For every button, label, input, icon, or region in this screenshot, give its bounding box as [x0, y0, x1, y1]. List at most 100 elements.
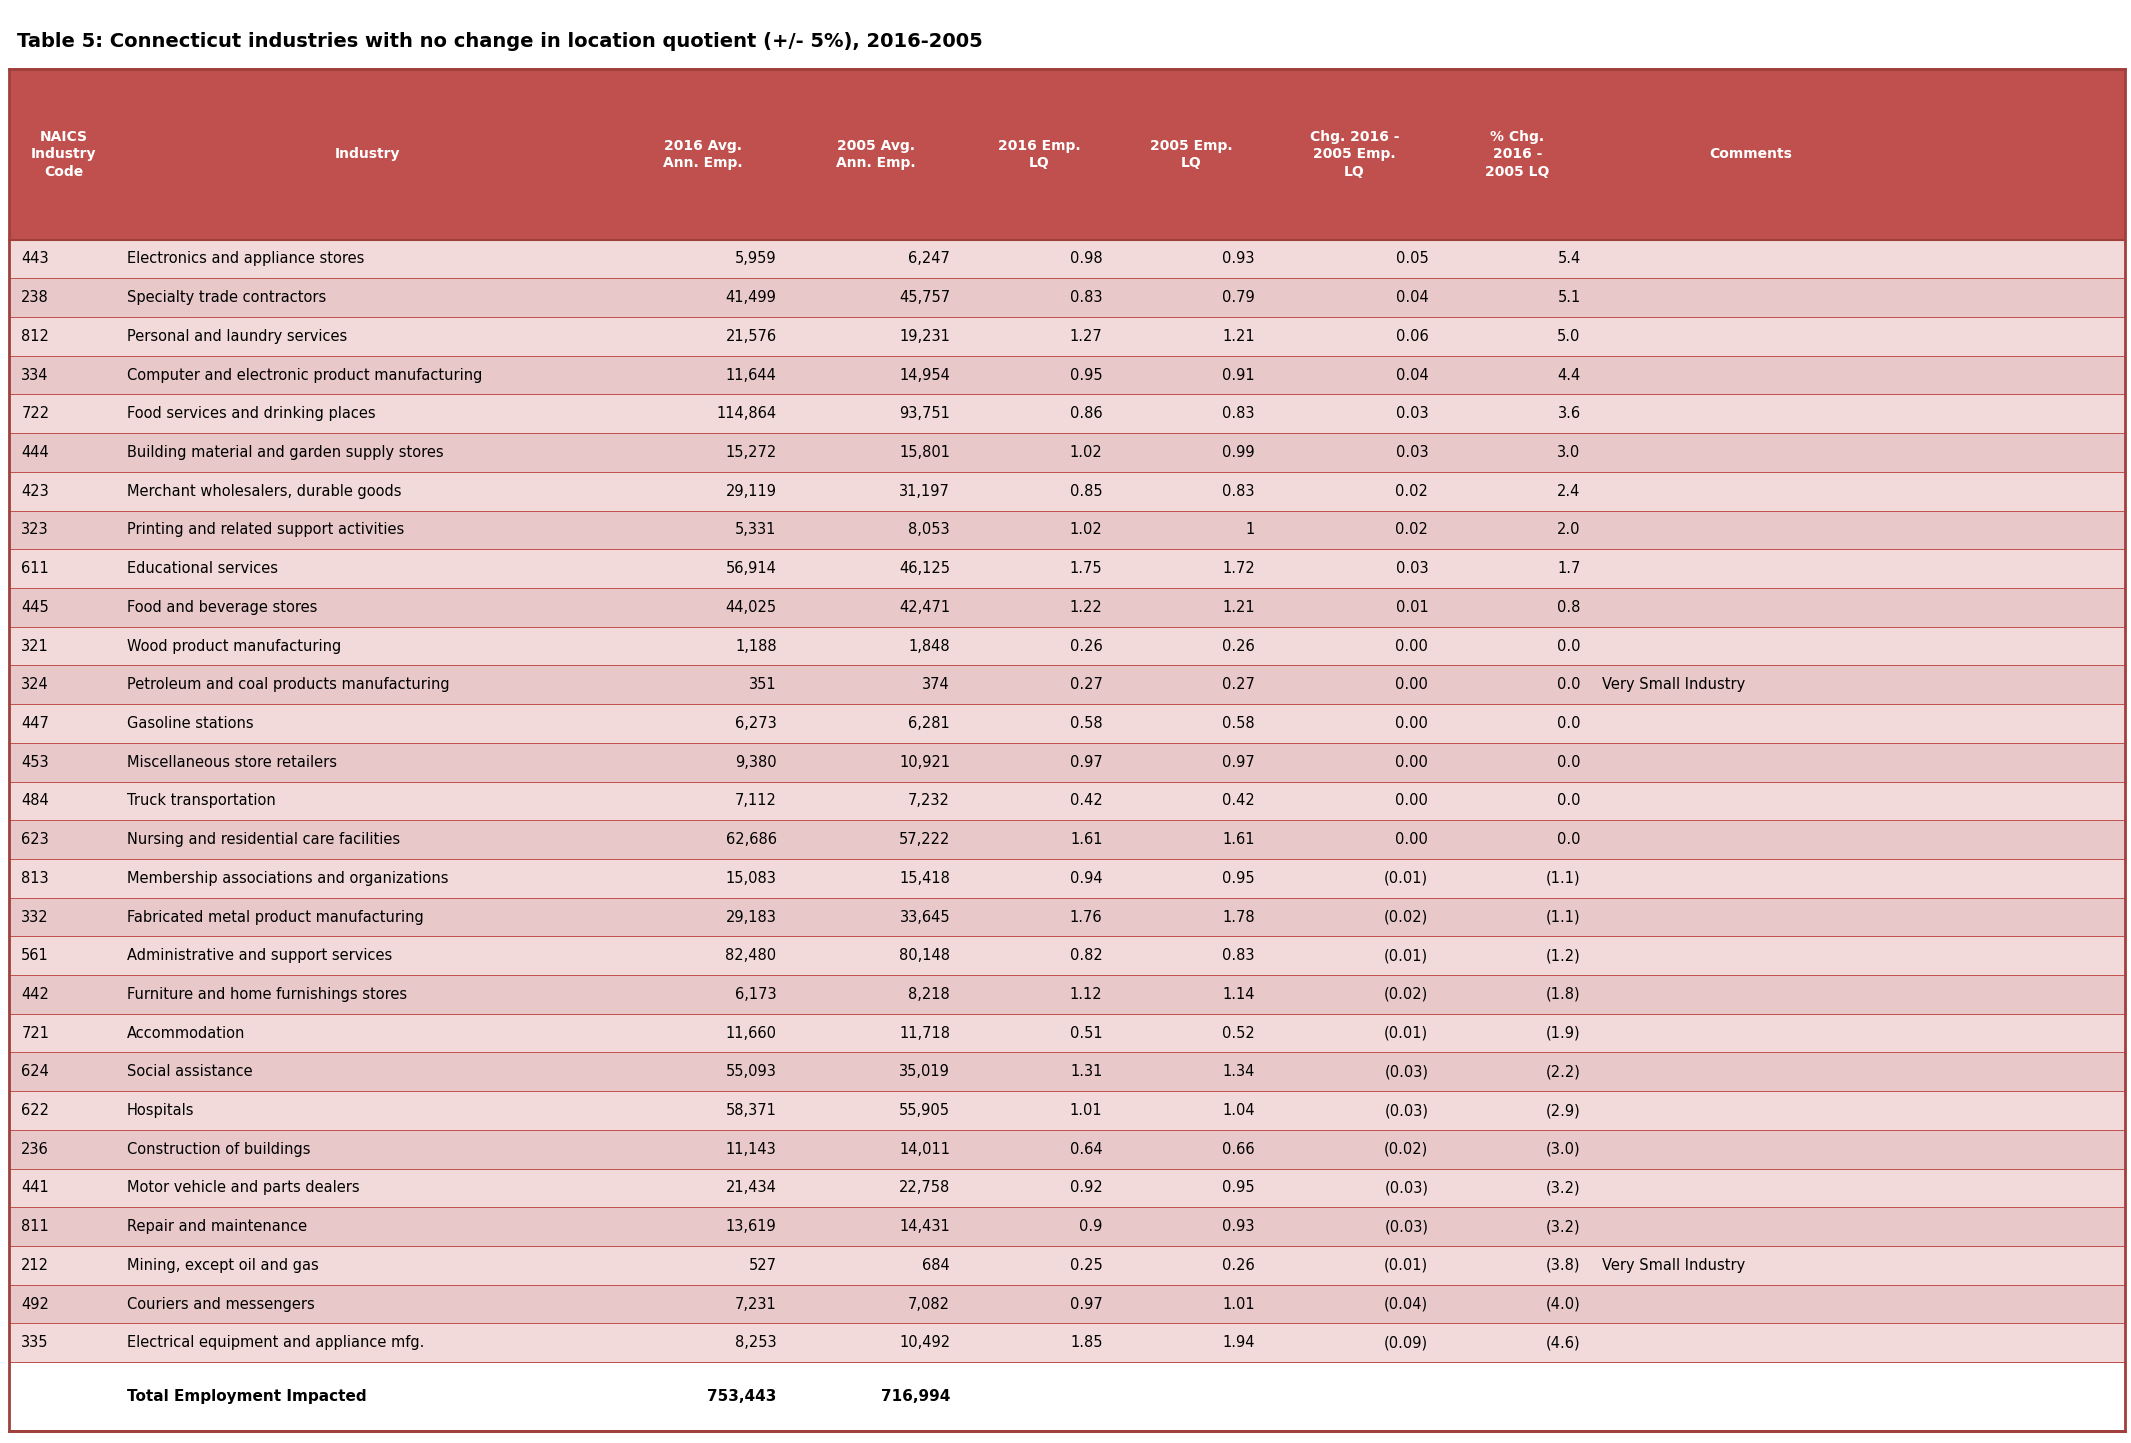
Text: 0.00: 0.00	[1396, 638, 1428, 654]
Text: Petroleum and coal products manufacturing: Petroleum and coal products manufacturin…	[128, 677, 450, 693]
Bar	[9, 937, 2125, 975]
Text: 6,281: 6,281	[908, 716, 950, 732]
Text: 114,864: 114,864	[716, 407, 776, 421]
Text: 722: 722	[21, 407, 49, 421]
Text: 3.6: 3.6	[1558, 407, 1581, 421]
Text: Printing and related support activities: Printing and related support activities	[128, 522, 405, 537]
Text: 10,921: 10,921	[899, 755, 950, 769]
Bar	[9, 859, 2125, 898]
Text: 1.7: 1.7	[1558, 561, 1581, 576]
Bar	[9, 782, 2125, 820]
Text: 45,757: 45,757	[899, 290, 950, 304]
Text: 0.02: 0.02	[1396, 522, 1428, 537]
Text: 1.34: 1.34	[1223, 1065, 1255, 1079]
Text: 11,143: 11,143	[727, 1141, 776, 1157]
Text: 0.03: 0.03	[1396, 561, 1428, 576]
Text: 0.9: 0.9	[1078, 1219, 1102, 1234]
Text: 324: 324	[21, 677, 49, 693]
Text: 5.4: 5.4	[1558, 251, 1581, 267]
Bar	[9, 278, 2125, 317]
Text: 0.0: 0.0	[1558, 638, 1581, 654]
Text: (1.1): (1.1)	[1547, 909, 1581, 925]
Text: 15,418: 15,418	[899, 870, 950, 886]
Bar	[9, 355, 2125, 394]
Text: 56,914: 56,914	[727, 561, 776, 576]
Text: (0.03): (0.03)	[1385, 1065, 1428, 1079]
Text: 0.26: 0.26	[1221, 1258, 1255, 1273]
Text: 1.21: 1.21	[1223, 600, 1255, 615]
Text: 8,253: 8,253	[735, 1335, 776, 1351]
Text: 332: 332	[21, 909, 49, 925]
Bar	[9, 1284, 2125, 1323]
Text: 1.27: 1.27	[1070, 329, 1102, 343]
Text: 8,218: 8,218	[908, 987, 950, 1001]
Text: NAICS
Industry
Code: NAICS Industry Code	[30, 130, 96, 179]
Text: Merchant wholesalers, durable goods: Merchant wholesalers, durable goods	[128, 483, 401, 499]
Text: 0.93: 0.93	[1223, 1219, 1255, 1234]
Text: 492: 492	[21, 1297, 49, 1312]
Text: 447: 447	[21, 716, 49, 732]
Text: Administrative and support services: Administrative and support services	[128, 948, 392, 964]
Text: 57,222: 57,222	[899, 833, 950, 847]
Text: 323: 323	[21, 522, 49, 537]
Text: 1.01: 1.01	[1070, 1102, 1102, 1118]
Text: 212: 212	[21, 1258, 49, 1273]
Text: 0.27: 0.27	[1221, 677, 1255, 693]
Text: 15,272: 15,272	[725, 444, 776, 460]
Text: Very Small Industry: Very Small Industry	[1603, 677, 1745, 693]
Text: 1.75: 1.75	[1070, 561, 1102, 576]
Text: 0.95: 0.95	[1223, 870, 1255, 886]
Text: 0.05: 0.05	[1396, 251, 1428, 267]
Bar	[9, 898, 2125, 937]
Text: 611: 611	[21, 561, 49, 576]
Text: 1.78: 1.78	[1223, 909, 1255, 925]
Text: 0.93: 0.93	[1223, 251, 1255, 267]
Text: Computer and electronic product manufacturing: Computer and electronic product manufact…	[128, 368, 482, 382]
Text: (1.2): (1.2)	[1545, 948, 1581, 964]
Text: 3.0: 3.0	[1558, 444, 1581, 460]
Text: 14,954: 14,954	[899, 368, 950, 382]
Text: 0.99: 0.99	[1223, 444, 1255, 460]
Text: 11,644: 11,644	[727, 368, 776, 382]
Text: 0.00: 0.00	[1396, 677, 1428, 693]
Text: 1.02: 1.02	[1070, 522, 1102, 537]
Text: 0.83: 0.83	[1223, 407, 1255, 421]
Text: Truck transportation: Truck transportation	[128, 794, 275, 808]
Text: Electrical equipment and appliance mfg.: Electrical equipment and appliance mfg.	[128, 1335, 424, 1351]
Text: 5,959: 5,959	[735, 251, 776, 267]
Text: 238: 238	[21, 290, 49, 304]
Text: 33,645: 33,645	[899, 909, 950, 925]
Text: 423: 423	[21, 483, 49, 499]
Text: 0.42: 0.42	[1070, 794, 1102, 808]
Text: 0.98: 0.98	[1070, 251, 1102, 267]
Text: 29,119: 29,119	[725, 483, 776, 499]
Text: 0.27: 0.27	[1070, 677, 1102, 693]
Text: 31,197: 31,197	[899, 483, 950, 499]
Text: 0.0: 0.0	[1558, 677, 1581, 693]
Bar	[9, 1323, 2125, 1362]
Text: 2.0: 2.0	[1558, 522, 1581, 537]
Text: 1.12: 1.12	[1070, 987, 1102, 1001]
Text: 334: 334	[21, 368, 49, 382]
Text: 0.8: 0.8	[1558, 600, 1581, 615]
Text: 813: 813	[21, 870, 49, 886]
Bar	[9, 704, 2125, 743]
Text: 0.95: 0.95	[1223, 1180, 1255, 1195]
Text: 1.01: 1.01	[1223, 1297, 1255, 1312]
Text: 0.25: 0.25	[1070, 1258, 1102, 1273]
Bar	[9, 1014, 2125, 1052]
Text: (0.02): (0.02)	[1383, 1141, 1428, 1157]
Text: 0.97: 0.97	[1070, 755, 1102, 769]
Text: 1.61: 1.61	[1070, 833, 1102, 847]
Text: (0.01): (0.01)	[1385, 1026, 1428, 1040]
Text: Specialty trade contractors: Specialty trade contractors	[128, 290, 326, 304]
Text: 0.79: 0.79	[1221, 290, 1255, 304]
Text: 0.00: 0.00	[1396, 716, 1428, 732]
Text: 14,431: 14,431	[899, 1219, 950, 1234]
Text: 35,019: 35,019	[899, 1065, 950, 1079]
Text: 0.26: 0.26	[1070, 638, 1102, 654]
Text: 2005 Emp.
LQ: 2005 Emp. LQ	[1151, 139, 1232, 170]
Text: 0.0: 0.0	[1558, 755, 1581, 769]
Bar	[9, 317, 2125, 355]
Text: 0.82: 0.82	[1070, 948, 1102, 964]
